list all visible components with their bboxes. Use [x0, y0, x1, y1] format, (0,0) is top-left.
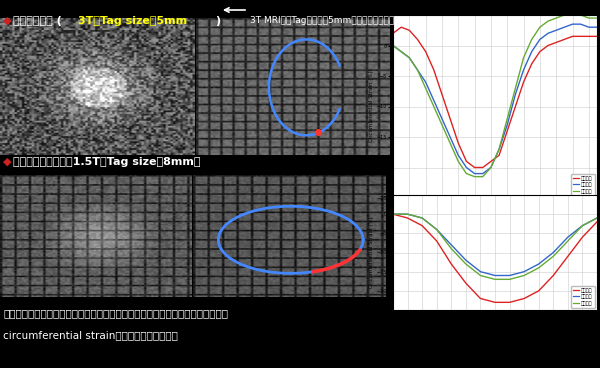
Text: ◆: ◆	[3, 157, 11, 167]
X-axis label: Tiime Frames: Tiime Frames	[472, 324, 518, 330]
Y-axis label: Circumferential Strain (%): Circumferential Strain (%)	[368, 217, 374, 288]
Text: 3T、Tag size：5mm: 3T、Tag size：5mm	[78, 16, 187, 26]
Legend: 右室前壁, 右室側壁, 右室下壁: 右室前壁, 右室側壁, 右室下壁	[571, 174, 595, 195]
Text: 3T MRIではTagサイズを5mmにすることが可能: 3T MRIではTagサイズを5mmにすることが可能	[250, 16, 394, 25]
Text: 肺高血圧症の一例（1.5T、Tag size：8mm）: 肺高血圧症の一例（1.5T、Tag size：8mm）	[13, 157, 200, 167]
Legend: 右室前壁, 右室側壁, 右室下壁: 右室前壁, 右室側壁, 右室下壁	[571, 286, 595, 308]
X-axis label: Tiime Frames: Tiime Frames	[472, 212, 518, 218]
Text: ◆: ◆	[3, 16, 11, 26]
Text: ): )	[215, 16, 220, 26]
Y-axis label: Circumferential Strain (%): Circumferential Strain (%)	[368, 71, 374, 142]
Text: 右室肥大が認められる肺高血圧症データでは、ストレイン解析にて右室壁全体の: 右室肥大が認められる肺高血圧症データでは、ストレイン解析にて右室壁全体の	[3, 308, 228, 318]
Text: ボランティア (: ボランティア (	[13, 16, 62, 26]
Text: circumferential strainの低下が認められる。: circumferential strainの低下が認められる。	[3, 330, 178, 340]
